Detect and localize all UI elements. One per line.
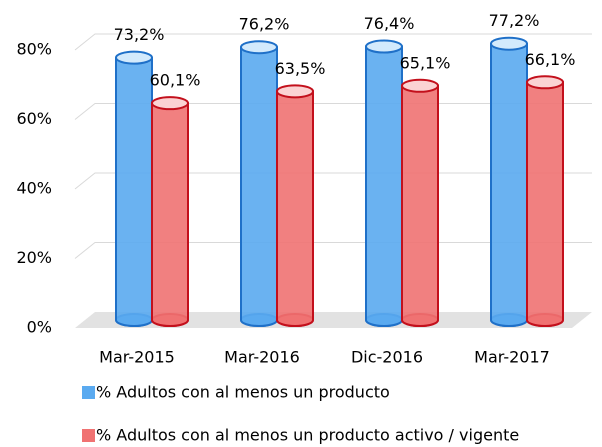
y-tick-label: 0%: [27, 318, 52, 337]
value-label: 76,2%: [239, 15, 290, 34]
legend-swatch: [82, 429, 95, 442]
value-label: 73,2%: [114, 25, 165, 44]
bar: [276, 90, 314, 327]
bar-top: [151, 96, 189, 111]
bar-top: [490, 36, 528, 51]
bar: [151, 102, 189, 327]
y-tick-label: 40%: [16, 179, 52, 198]
x-tick-label: Mar-2015: [99, 348, 175, 367]
y-tick-label: 20%: [16, 248, 52, 267]
bar-top: [526, 75, 564, 90]
legend-label: % Adultos con al menos un producto activ…: [96, 426, 519, 445]
value-label: 76,4%: [364, 14, 415, 33]
bar: [490, 42, 528, 327]
x-tick-label: Mar-2017: [474, 348, 550, 367]
legend-swatch: [82, 386, 95, 399]
bar-top: [365, 39, 403, 54]
value-label: 63,5%: [275, 59, 326, 78]
value-label: 65,1%: [400, 53, 451, 72]
bar-top: [401, 78, 439, 93]
value-label: 66,1%: [525, 50, 576, 69]
bar-top: [240, 40, 278, 55]
bar: [365, 45, 403, 327]
x-tick-label: Mar-2016: [224, 348, 300, 367]
y-tick-label: 60%: [16, 109, 52, 128]
value-label: 77,2%: [489, 11, 540, 30]
value-label: 60,1%: [150, 71, 201, 90]
bar-top: [276, 84, 314, 99]
bar: [526, 81, 564, 327]
floor: [75, 312, 592, 328]
bar: [401, 84, 439, 327]
bar: [240, 46, 278, 327]
bar-top: [115, 50, 153, 65]
y-tick-label: 80%: [16, 40, 52, 59]
grid-line: [74, 33, 592, 51]
x-tick-label: Dic-2016: [351, 348, 423, 367]
bar: [115, 56, 153, 327]
legend-label: % Adultos con al menos un producto: [96, 383, 390, 402]
